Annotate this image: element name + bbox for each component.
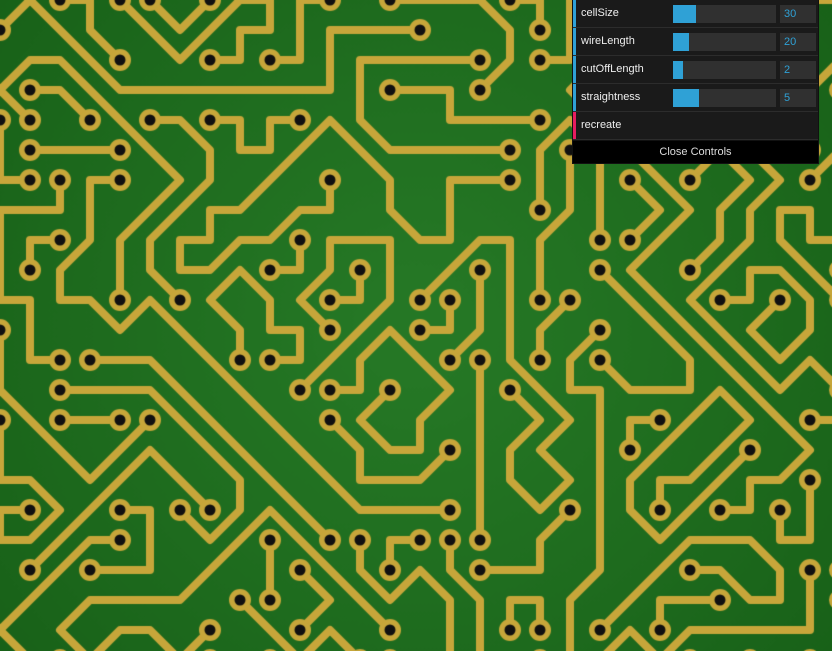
cutOffLength-slider[interactable] (673, 61, 776, 79)
straightness-slider-fill (673, 89, 699, 107)
control-row-cutOffLength: cutOffLength (573, 56, 818, 84)
recreate-label: recreate (576, 112, 818, 139)
wireLength-slider-fill (673, 33, 689, 51)
controls-panel: cellSize wireLength cutOffLength (573, 0, 818, 163)
cellSize-slider-wrap (673, 0, 818, 27)
cellSize-slider-fill (673, 5, 696, 23)
cutOffLength-label: cutOffLength (576, 56, 673, 83)
close-controls-button[interactable]: Close Controls (573, 140, 818, 163)
straightness-slider-wrap (673, 84, 818, 111)
cutOffLength-slider-fill (673, 61, 683, 79)
wireLength-label: wireLength (576, 28, 673, 55)
control-row-straightness: straightness (573, 84, 818, 112)
cellSize-slider[interactable] (673, 5, 776, 23)
cutOffLength-input[interactable] (780, 61, 816, 79)
straightness-label: straightness (576, 84, 673, 111)
straightness-slider[interactable] (673, 89, 776, 107)
cellSize-input[interactable] (780, 5, 816, 23)
cellSize-label: cellSize (576, 0, 673, 27)
wireLength-input[interactable] (780, 33, 816, 51)
control-row-cellSize: cellSize (573, 0, 818, 28)
wireLength-slider-wrap (673, 28, 818, 55)
cutOffLength-slider-wrap (673, 56, 818, 83)
straightness-input[interactable] (780, 89, 816, 107)
wireLength-slider[interactable] (673, 33, 776, 51)
stage: cellSize wireLength cutOffLength (0, 0, 832, 651)
control-row-wireLength: wireLength (573, 28, 818, 56)
recreate-button[interactable]: recreate (573, 112, 818, 140)
